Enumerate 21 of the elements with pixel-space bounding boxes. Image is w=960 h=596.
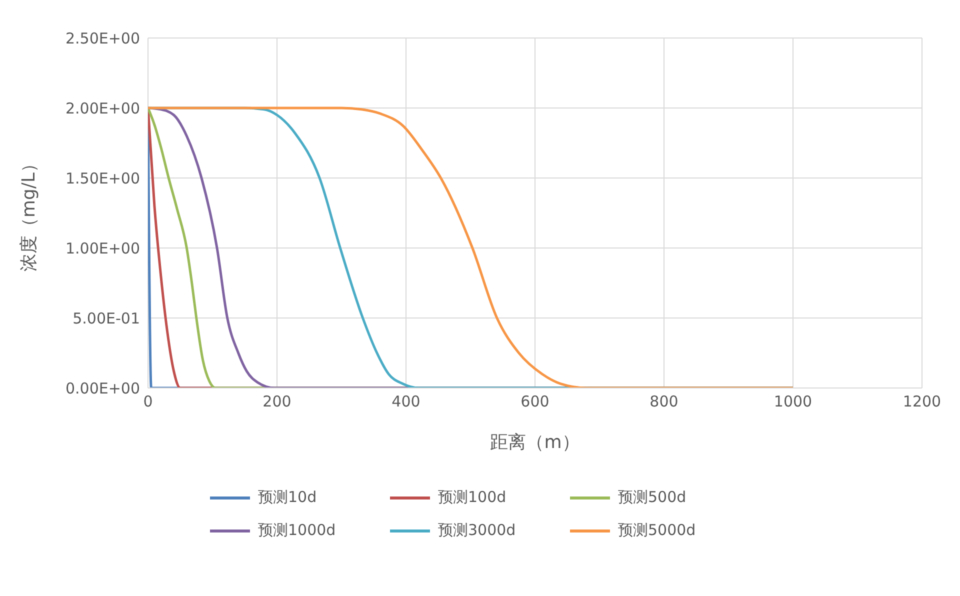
x-tick-label: 0 <box>143 392 153 411</box>
legend-label: 预测5000d <box>618 521 696 540</box>
x-tick-label: 1000 <box>774 392 812 411</box>
x-tick-label: 400 <box>392 392 420 411</box>
x-tick-label: 200 <box>262 392 292 411</box>
y-tick-label: 5.00E-01 <box>72 309 140 328</box>
x-axis-title: 距离（m） <box>490 432 580 453</box>
y-axis-title: 浓度（mg/L） <box>18 154 40 272</box>
legend-label: 预测10d <box>258 488 317 507</box>
y-tick-label: 2.00E+00 <box>65 99 140 118</box>
legend-label: 预测3000d <box>438 521 516 540</box>
x-tick-label: 1200 <box>902 392 942 411</box>
legend-label: 预测100d <box>438 488 506 507</box>
y-tick-label: 1.50E+00 <box>65 169 140 188</box>
x-tick-label: 800 <box>650 392 678 411</box>
y-tick-label: 2.50E+00 <box>65 29 140 48</box>
x-tick-label: 600 <box>520 392 550 411</box>
legend-label: 预测500d <box>618 488 686 507</box>
y-tick-label: 0.00E+00 <box>65 379 140 398</box>
y-tick-label: 1.00E+00 <box>65 239 140 258</box>
legend-label: 预测1000d <box>258 521 336 540</box>
